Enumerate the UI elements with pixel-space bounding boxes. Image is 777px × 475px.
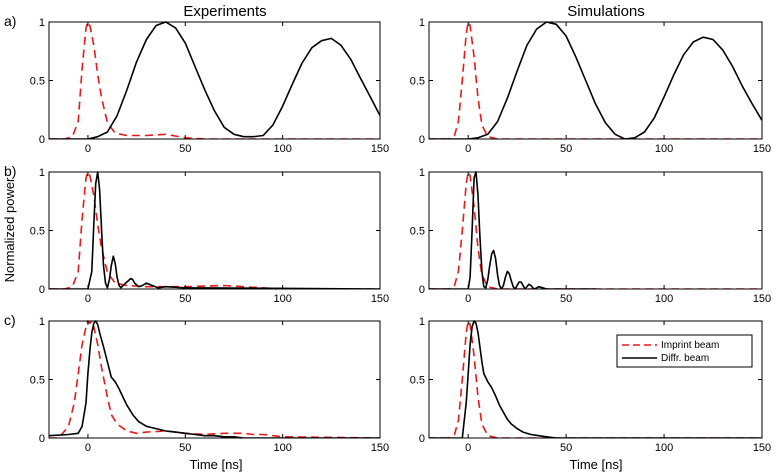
row-label-b: b) — [4, 163, 16, 179]
x-tick-label: 100 — [655, 143, 673, 155]
x-tick-label: 150 — [753, 293, 771, 305]
y-tick-label: 1 — [419, 17, 425, 29]
y-tick-label: 0.5 — [30, 375, 45, 387]
x-tick-label: 100 — [273, 442, 291, 454]
x-tick-label: 50 — [179, 442, 191, 454]
x-tick-label: 50 — [179, 293, 191, 305]
y-tick-label: 0 — [39, 433, 45, 445]
x-tick-label: 0 — [465, 293, 471, 305]
panel-3: 0 50 100 150 0 0.5 1 — [30, 167, 389, 305]
legend-label-imprint: Imprint beam — [661, 340, 719, 351]
series-line-imprint — [429, 320, 762, 438]
axes-box — [48, 320, 381, 439]
x-tick-label: 100 — [655, 293, 673, 305]
panel-1: 0 50 100 150 0 0.5 1 — [30, 17, 389, 155]
y-tick-label: 1 — [419, 167, 425, 179]
y-tick-label: 0.5 — [410, 76, 425, 88]
x-tick-label: 0 — [465, 442, 471, 454]
column-title-experiments: Experiments — [183, 3, 266, 20]
column-title-simulations: Simulations — [567, 3, 645, 20]
series-line-diffr — [49, 21, 380, 139]
y-tick-label: 1 — [39, 316, 45, 328]
row-label-c: c) — [4, 312, 16, 328]
y-tick-label: 0.5 — [410, 375, 425, 387]
y-tick-label: 1 — [39, 17, 45, 29]
legend-label-diffr: Diffr. beam — [661, 353, 709, 364]
x-tick-label: 50 — [560, 442, 572, 454]
series-line-diffr — [429, 171, 596, 289]
panel-2: 0 50 100 150 0 0.5 1 — [410, 17, 771, 155]
x-tick-label: 150 — [753, 442, 771, 454]
x-tick-label: 150 — [753, 143, 771, 155]
y-tick-label: 0 — [39, 284, 45, 296]
x-tick-label: 50 — [179, 143, 191, 155]
x-axis-label-experiments: Time [ns] — [190, 457, 243, 472]
y-tick-label: 0 — [419, 433, 425, 445]
series-line-diffr — [429, 21, 762, 139]
y-tick-label: 1 — [39, 167, 45, 179]
x-tick-label: 0 — [85, 293, 91, 305]
legend-box — [616, 334, 753, 368]
x-tick-label: 0 — [85, 143, 91, 155]
series-line-diffr — [49, 320, 380, 438]
y-axis-label: Normalized power — [2, 177, 17, 282]
y-tick-label: 0.5 — [30, 226, 45, 238]
x-tick-label: 50 — [560, 293, 572, 305]
x-tick-label: 50 — [560, 143, 572, 155]
y-tick-label: 0 — [39, 134, 45, 146]
series-line-imprint — [49, 171, 380, 289]
x-tick-label: 100 — [273, 143, 291, 155]
series-line-imprint — [429, 171, 762, 289]
series-line-diffr — [429, 320, 762, 438]
y-tick-label: 0.5 — [410, 226, 425, 238]
y-tick-label: 0 — [419, 284, 425, 296]
x-tick-label: 150 — [371, 293, 389, 305]
y-tick-label: 0 — [419, 134, 425, 146]
x-tick-label: 0 — [85, 442, 91, 454]
series-line-imprint — [429, 21, 762, 139]
y-tick-label: 0.5 — [30, 76, 45, 88]
series-line-imprint — [49, 21, 380, 139]
x-tick-label: 150 — [371, 442, 389, 454]
x-tick-label: 0 — [465, 143, 471, 155]
x-tick-label: 100 — [273, 293, 291, 305]
x-axis-label-simulations: Time [ns] — [570, 457, 623, 472]
panel-4: 0 50 100 150 0 0.5 1 — [410, 167, 771, 305]
y-tick-label: 1 — [419, 316, 425, 328]
legend: Imprint beam Diffr. beam — [616, 334, 753, 368]
panel-5: 0 50 100 150 0 0.5 1 — [30, 316, 389, 454]
x-tick-label: 150 — [371, 143, 389, 155]
x-tick-label: 100 — [655, 442, 673, 454]
series-line-imprint — [49, 320, 380, 438]
row-label-a: a) — [4, 13, 16, 29]
panel-6: 0 50 100 150 0 0.5 1 — [410, 316, 771, 454]
